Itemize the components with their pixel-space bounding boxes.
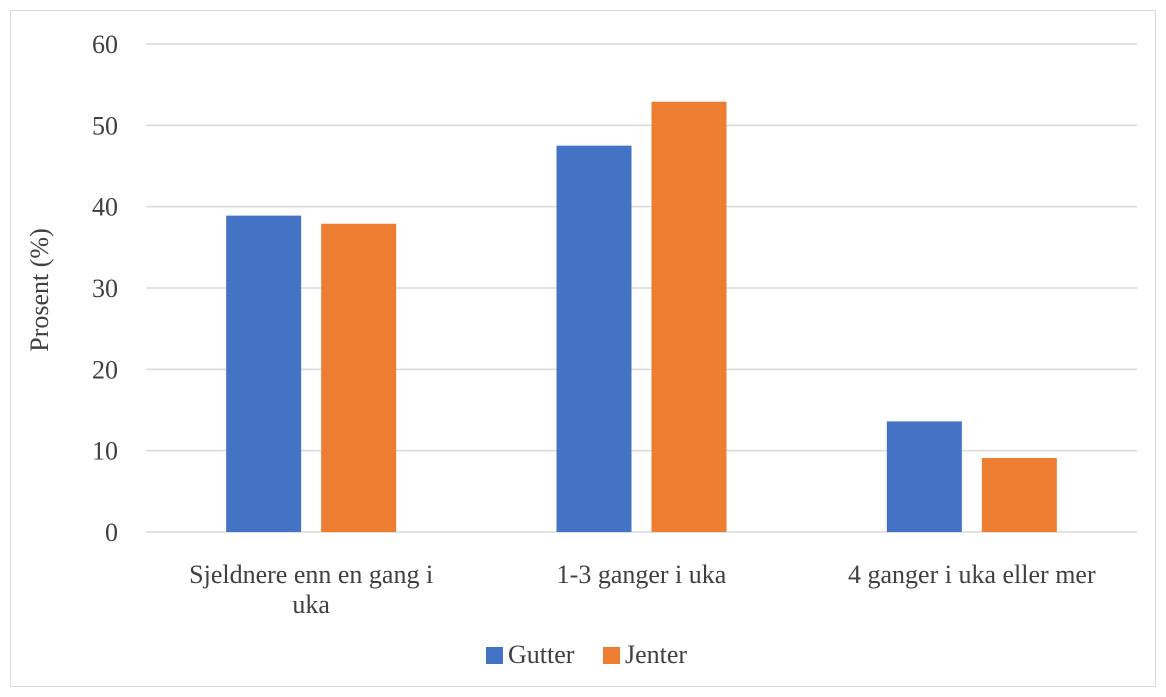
- legend: Gutter Jenter: [486, 640, 687, 669]
- y-tick-label: 0: [105, 518, 118, 547]
- bar-gutter-2: [886, 421, 962, 532]
- y-axis-title: Prosent (%): [25, 228, 54, 351]
- y-axis-ticks: 0 10 20 30 40 50 60: [92, 30, 118, 547]
- y-tick-label: 10: [92, 437, 118, 466]
- y-tick-label: 20: [92, 355, 118, 384]
- x-axis-categories: Sjeldnere enn en gang i uka 1-3 ganger i u…: [189, 560, 1096, 619]
- legend-label-gutter: Gutter: [508, 640, 575, 669]
- bar-gutter-1: [556, 145, 632, 532]
- category-label-line: 1-3 ganger i uka: [557, 560, 727, 589]
- bars: [226, 101, 1057, 532]
- category-label-line: 4 ganger i uka eller mer: [848, 560, 1096, 589]
- y-tick-label: 50: [92, 111, 118, 140]
- category-label: 1-3 ganger i uka: [557, 560, 727, 589]
- category-label-line: uka: [292, 590, 330, 619]
- y-tick-label: 30: [92, 274, 118, 303]
- legend-label-jenter: Jenter: [625, 640, 687, 669]
- category-label-line: Sjeldnere enn en gang i: [189, 560, 433, 589]
- bar-jenter-2: [981, 457, 1057, 532]
- bar-gutter-0: [226, 215, 302, 532]
- gridlines: [146, 43, 1137, 533]
- y-tick-label: 60: [92, 30, 118, 59]
- category-label: Sjeldnere enn en gang i uka: [189, 560, 433, 619]
- bar-jenter-1: [651, 101, 727, 532]
- category-label: 4 ganger i uka eller mer: [848, 560, 1096, 589]
- bar-jenter-0: [321, 223, 397, 532]
- legend-swatch-gutter: [486, 647, 503, 664]
- y-tick-label: 40: [92, 193, 118, 222]
- legend-swatch-jenter: [603, 647, 620, 664]
